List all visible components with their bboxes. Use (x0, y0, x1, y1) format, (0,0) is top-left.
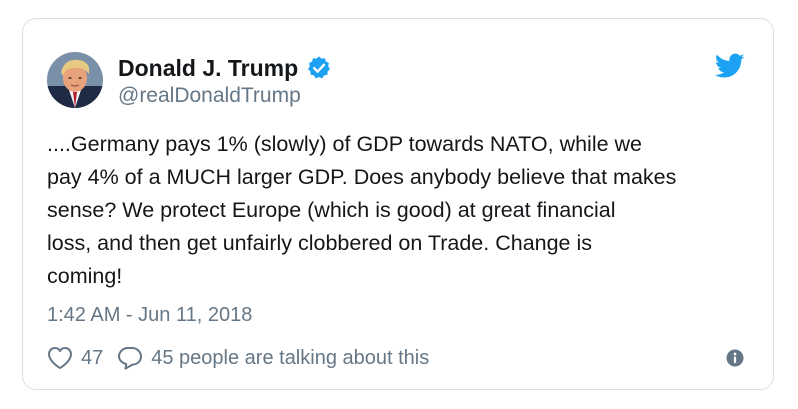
profile-photo (47, 52, 103, 108)
tweet-actions: 47 45 people are talking about this (47, 345, 429, 371)
conversation-button[interactable]: 45 people are talking about this (117, 346, 429, 370)
heart-icon (48, 347, 72, 369)
talking-about-label: 45 people are talking about this (151, 347, 430, 369)
info-icon[interactable] (726, 349, 744, 367)
tweet-timestamp[interactable]: 1:42 AM - Jun 11, 2018 (47, 304, 253, 326)
like-button[interactable]: 47 (47, 346, 103, 370)
twitter-bird-icon[interactable] (715, 53, 745, 79)
speech-bubble-icon (118, 347, 143, 370)
tweet-card: Donald J. Trump @realDonaldTrump ....Ger… (22, 18, 774, 390)
author-avatar[interactable] (47, 52, 103, 108)
like-count: 47 (81, 347, 104, 369)
author-handle[interactable]: @realDonaldTrump (118, 84, 301, 107)
author-display-name[interactable]: Donald J. Trump (118, 55, 299, 81)
tweet-text: ....Germany pays 1% (slowly) of GDP towa… (47, 132, 677, 288)
verified-badge-icon (308, 56, 330, 79)
